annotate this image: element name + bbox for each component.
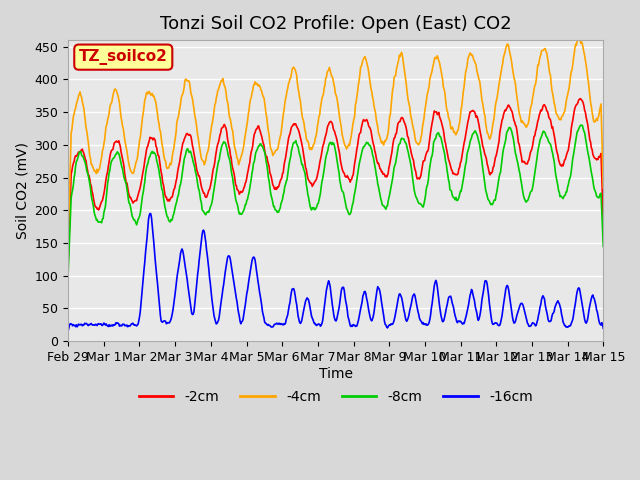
-8cm bbox=[184, 146, 191, 152]
-2cm bbox=[577, 96, 584, 101]
-16cm bbox=[74, 323, 82, 328]
-2cm bbox=[417, 175, 424, 180]
-2cm bbox=[600, 218, 607, 224]
-16cm bbox=[417, 318, 425, 324]
-2cm bbox=[212, 154, 220, 159]
-16cm bbox=[129, 320, 137, 326]
Line: -16cm: -16cm bbox=[68, 214, 604, 331]
-4cm bbox=[184, 78, 191, 84]
-8cm bbox=[417, 201, 424, 206]
-2cm bbox=[401, 120, 408, 126]
-2cm bbox=[64, 259, 72, 264]
-4cm bbox=[129, 170, 137, 176]
-16cm bbox=[600, 325, 607, 331]
Line: -8cm: -8cm bbox=[68, 125, 604, 274]
Text: TZ_soilco2: TZ_soilco2 bbox=[79, 49, 168, 65]
-16cm bbox=[146, 211, 154, 216]
-4cm bbox=[574, 36, 582, 42]
-4cm bbox=[64, 241, 72, 247]
Title: Tonzi Soil CO2 Profile: Open (East) CO2: Tonzi Soil CO2 Profile: Open (East) CO2 bbox=[160, 15, 511, 33]
X-axis label: Time: Time bbox=[319, 367, 353, 381]
-4cm bbox=[417, 139, 424, 145]
-2cm bbox=[184, 131, 191, 136]
-2cm bbox=[74, 151, 82, 156]
-4cm bbox=[74, 96, 82, 102]
-16cm bbox=[212, 321, 220, 327]
-8cm bbox=[401, 138, 408, 144]
-8cm bbox=[129, 215, 137, 220]
-16cm bbox=[401, 314, 409, 320]
-8cm bbox=[212, 177, 220, 182]
Legend: -2cm, -4cm, -8cm, -16cm: -2cm, -4cm, -8cm, -16cm bbox=[133, 384, 538, 409]
-8cm bbox=[74, 155, 82, 161]
-8cm bbox=[600, 243, 607, 249]
-8cm bbox=[64, 271, 72, 276]
-16cm bbox=[184, 283, 192, 289]
Line: -4cm: -4cm bbox=[68, 39, 604, 244]
Y-axis label: Soil CO2 (mV): Soil CO2 (mV) bbox=[15, 142, 29, 239]
-4cm bbox=[401, 67, 408, 73]
Line: -2cm: -2cm bbox=[68, 98, 604, 262]
-2cm bbox=[129, 200, 137, 206]
-8cm bbox=[577, 122, 585, 128]
-4cm bbox=[600, 185, 607, 191]
-16cm bbox=[64, 328, 72, 334]
-4cm bbox=[212, 100, 220, 106]
